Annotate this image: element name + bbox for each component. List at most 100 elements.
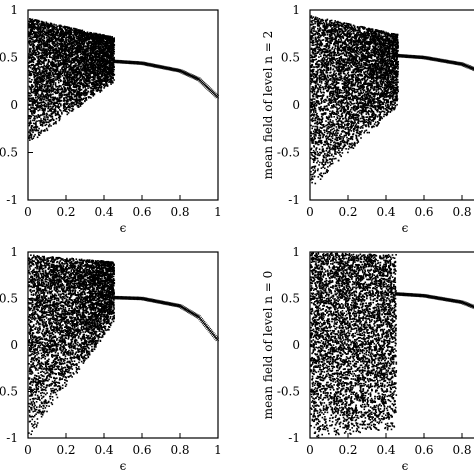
data-point	[41, 85, 44, 87]
data-point	[85, 84, 88, 86]
data-point	[87, 34, 90, 36]
data-point	[38, 102, 40, 105]
data-point	[73, 51, 76, 53]
data-point	[74, 40, 77, 43]
data-point	[45, 114, 48, 117]
data-point	[48, 24, 50, 26]
data-point	[47, 80, 49, 83]
data-point	[44, 43, 47, 45]
data-point	[40, 63, 43, 66]
data-point	[62, 65, 65, 67]
data-point	[35, 129, 38, 132]
data-point	[53, 91, 56, 94]
data-point	[95, 86, 98, 89]
data-point	[42, 95, 45, 97]
data-point	[49, 73, 52, 75]
data-point	[79, 51, 82, 53]
data-point	[99, 55, 101, 57]
data-point	[55, 34, 57, 36]
data-point	[37, 65, 40, 68]
data-point	[52, 48, 55, 51]
data-point	[70, 60, 73, 62]
data-point	[50, 76, 52, 79]
data-point	[38, 48, 40, 50]
data-point	[40, 103, 43, 106]
data-point	[111, 42, 114, 45]
data-point	[64, 106, 66, 108]
data-point	[76, 95, 78, 98]
data-point	[29, 44, 32, 47]
data-point	[48, 47, 51, 49]
data-point	[61, 74, 64, 77]
data-point	[66, 62, 68, 65]
data-point	[97, 36, 100, 38]
data-point	[32, 26, 34, 29]
data-point	[64, 87, 66, 89]
data-point	[53, 30, 56, 33]
data-point	[30, 125, 33, 127]
data-point	[50, 96, 52, 99]
data-point	[85, 71, 87, 74]
data-point	[56, 60, 59, 62]
data-point	[66, 99, 69, 101]
data-point	[52, 48, 54, 51]
data-point	[70, 88, 72, 90]
data-point	[101, 83, 103, 85]
data-point	[94, 80, 96, 83]
data-point	[43, 62, 45, 65]
data-point	[107, 54, 110, 57]
data-point	[94, 78, 96, 80]
data-point	[103, 85, 106, 88]
data-point	[70, 67, 72, 70]
data-point	[52, 58, 55, 60]
data-point	[98, 47, 100, 50]
data-point	[55, 122, 57, 125]
data-point	[31, 54, 33, 56]
data-point	[109, 71, 112, 73]
data-point	[46, 53, 49, 55]
data-point	[93, 45, 95, 47]
data-point	[32, 126, 35, 129]
data-point	[48, 99, 50, 101]
data-point	[42, 101, 45, 103]
data-point	[55, 110, 57, 112]
data-point	[67, 100, 69, 103]
data-point	[35, 64, 37, 67]
data-point	[55, 39, 57, 41]
data-point	[31, 52, 34, 55]
data-point	[32, 61, 35, 63]
data-point	[99, 59, 101, 62]
data-point	[65, 45, 68, 47]
data-point	[35, 79, 37, 81]
data-point	[46, 93, 49, 95]
data-point	[38, 86, 41, 89]
data-point	[34, 65, 36, 67]
data-point	[109, 67, 111, 69]
data-point	[83, 35, 85, 38]
data-point	[92, 95, 95, 97]
data-point	[56, 28, 58, 31]
data-point	[104, 76, 106, 78]
data-point	[42, 74, 44, 77]
data-point	[42, 88, 45, 91]
data-point	[41, 77, 43, 79]
data-point	[102, 43, 104, 45]
data-point	[38, 81, 41, 83]
data-point	[78, 34, 80, 37]
data-point	[41, 80, 43, 83]
data-point	[101, 71, 103, 73]
data-point	[96, 47, 98, 50]
data-point	[76, 78, 79, 81]
data-point	[76, 93, 78, 96]
data-point	[32, 100, 34, 103]
data-point	[47, 96, 49, 99]
data-point	[74, 74, 76, 76]
data-point	[48, 26, 51, 29]
data-point	[51, 64, 53, 67]
data-point	[99, 49, 101, 51]
data-point	[85, 56, 87, 59]
data-point	[79, 46, 82, 48]
data-point	[70, 27, 73, 29]
data-point	[83, 84, 85, 86]
data-point	[96, 83, 99, 85]
